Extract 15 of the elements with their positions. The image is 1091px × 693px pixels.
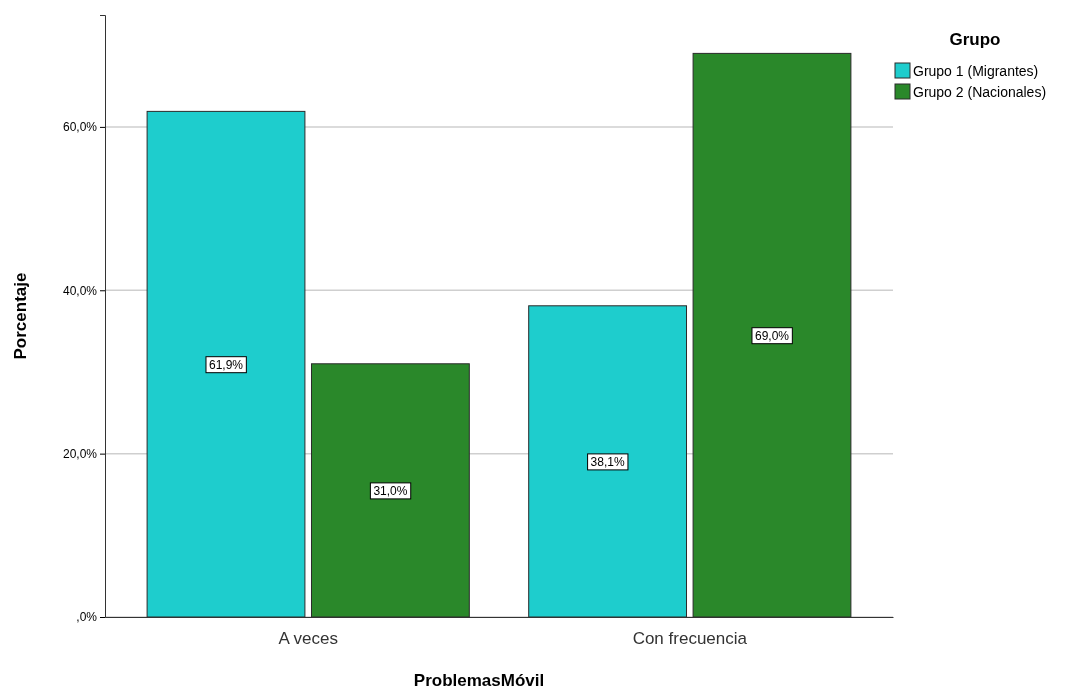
x-tick-label: A veces: [278, 628, 338, 648]
y-tick-label: ,0%: [76, 610, 98, 625]
y-tick-label: 60,0%: [62, 120, 98, 135]
y-axis-title: Porcentaje: [11, 272, 30, 360]
legend-label: Grupo 1 (Migrantes): [913, 62, 1039, 79]
legend-title: Grupo: [949, 30, 1001, 49]
legend-label: Grupo 2 (Nacionales): [913, 83, 1047, 100]
y-tick-label: 40,0%: [62, 283, 98, 298]
data-label: 38,1%: [590, 454, 625, 469]
x-axis-title: ProblemasMóvil: [413, 671, 545, 690]
data-label: 61,9%: [208, 357, 244, 372]
x-tick-label: Con frecuencia: [632, 628, 748, 648]
data-label: 69,0%: [754, 328, 790, 343]
data-label: 31,0%: [373, 483, 408, 498]
y-tick-label: 20,0%: [62, 446, 98, 461]
